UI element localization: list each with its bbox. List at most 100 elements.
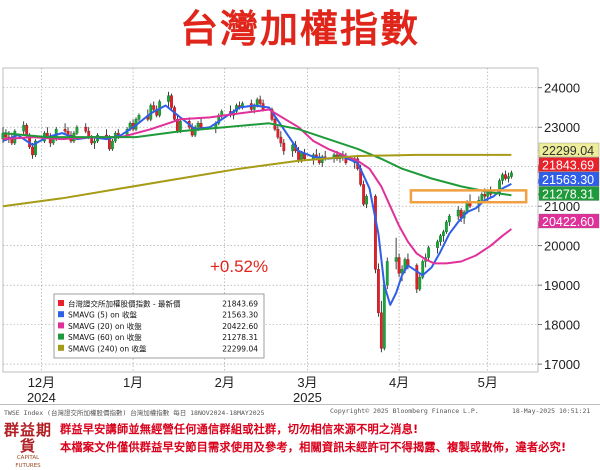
value-tag: 21843.69 [537,157,600,173]
y-tick-label: 17000 [544,357,580,372]
plot-frame [2,67,539,373]
candle-body [137,115,141,120]
candle-body [374,196,377,270]
candle-body [178,121,182,132]
y-tick-label: 23000 [544,120,580,135]
value-tag-label: 21563.30 [542,173,594,187]
legend-item: 台灣證交所加權股價指數 - 最新價 21843.69 [58,299,258,309]
x-axis: 12月 1月 2月 3月 4月 5月 2024 2025 [27,375,498,404]
candle [320,154,324,167]
candle-body [199,123,203,128]
candle-body [465,202,469,213]
y-tick-label: 18000 [544,318,580,333]
candle-body [276,128,280,138]
candle-body [483,194,487,197]
candle-body [507,176,510,179]
candle [504,170,507,181]
y-tick-label: 24000 [544,81,580,96]
candle [167,91,170,108]
candle-body [379,312,383,349]
legend-label: SMAVG (240) on 收盤 [68,343,147,353]
value-tag: 21278.31 [537,186,600,202]
value-tag-label: 20422.60 [542,215,594,229]
candle [442,229,445,242]
candle [258,95,262,106]
moving-average-lines [2,104,513,306]
candle-body [427,247,431,258]
legend-swatch [58,300,64,306]
candle [447,214,451,226]
legend-label: 台灣證交所加權股價指數 - 最新價 [68,299,181,309]
y-tick-label: 21000 [544,199,580,214]
candle-body [362,184,366,205]
candle [509,170,513,179]
chart-grid [2,67,539,373]
candle [241,101,244,110]
disclaimer-line-2: 本檔案文件僅供群益早安節目需求使用及參考，相關資訊未經許可不得揭露、複製或散佈，… [60,441,567,454]
candle [418,273,422,292]
highlight-rectangle [409,189,528,204]
y-tick-label: 19000 [544,278,580,293]
candle-body [193,127,197,136]
page-title: 台灣加權指數 [179,7,420,51]
disclaimer-line-1: 群益早安講師並無經營任何通信群組或社群，切勿相信來源不明之消息! [60,423,419,436]
candle [427,245,431,262]
candle-body [504,174,507,179]
candle [110,139,114,151]
candle [379,300,383,353]
candle-body [196,123,200,128]
series-line-smavg-20- [2,108,513,265]
legend-item: SMAVG (240) on 收盤 22299.04 [58,343,258,353]
value-tag-box [538,142,600,158]
candle-body [84,127,88,132]
x-tick-label: 1月 [123,375,143,390]
footer-timestamp: 18-May-2025 10:51:21 [512,407,591,415]
candle [456,206,460,220]
candle-body [25,125,29,136]
candle-body [365,196,368,205]
value-tag-pointer [537,220,540,230]
candle-body [509,172,513,177]
x-tick-label: 12月 [28,375,55,390]
legend-value: 21278.31 [222,333,258,342]
candle [444,220,448,234]
value-tag: 21563.30 [537,171,600,187]
value-tag-box [538,157,600,172]
candle-body [31,146,34,156]
candle [439,233,442,246]
legend-label: SMAVG (60) on 收盤 [68,332,142,342]
candle [385,257,389,290]
x-tick-label: 4月 [389,375,409,390]
x-tick-label: 5月 [478,375,498,390]
candlestick-chart: 1700018000190002000021000220002300024000… [1,67,600,404]
series-line-smavg-240- [2,153,512,208]
candle-body [421,261,425,278]
candle-body [258,99,262,104]
series-line-smavg-5- [2,104,512,306]
footer-source: TWSE Index (台灣證交所加權股價指數) 台灣加權指數 每日 18NOV… [4,409,265,417]
legend-label: SMAVG (5) on 收盤 [68,310,137,320]
candle-body [442,231,445,236]
candle [282,139,286,155]
value-tag-pointer [537,164,540,173]
candle-body [439,235,442,242]
candle [34,139,37,157]
candle [131,119,135,132]
legend-swatch [58,311,64,318]
candle [63,123,67,136]
legend-item: SMAVG (5) on 收盤 21563.30 [58,310,258,320]
legend-item: SMAVG (60) on 收盤 21278.31 [58,332,258,342]
candle-body [456,209,460,217]
candle-body [22,125,26,132]
value-tag-label: 21278.31 [542,188,594,202]
value-tag-pointer [537,149,540,155]
company-logo: 群益期貨 CAPITAL FUTURES [4,422,52,469]
candle-body [279,136,283,144]
legend-value: 20422.60 [222,322,258,331]
legend-frame [53,293,265,359]
candle [394,237,398,270]
candle [291,143,295,157]
candle [382,281,386,351]
candle [199,117,203,130]
candle-body [152,105,156,110]
